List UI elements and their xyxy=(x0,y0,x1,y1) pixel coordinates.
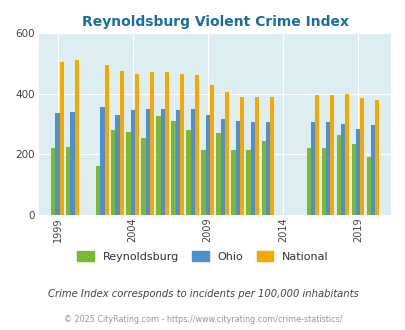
Bar xyxy=(269,97,273,215)
Bar xyxy=(179,74,183,215)
Bar xyxy=(156,116,160,215)
Bar xyxy=(340,124,344,215)
Bar xyxy=(186,130,190,215)
Bar xyxy=(250,122,254,215)
Bar xyxy=(194,76,198,215)
Bar xyxy=(261,141,265,215)
Bar xyxy=(51,148,55,215)
Bar xyxy=(134,74,139,215)
Bar xyxy=(201,150,205,215)
Bar xyxy=(351,144,355,215)
Bar xyxy=(175,110,179,215)
Bar xyxy=(60,62,64,215)
Title: Reynoldsburg Violent Crime Index: Reynoldsburg Violent Crime Index xyxy=(81,15,348,29)
Bar xyxy=(370,125,374,215)
Bar xyxy=(374,100,378,215)
Legend: Reynoldsburg, Ohio, National: Reynoldsburg, Ohio, National xyxy=(72,247,333,267)
Bar xyxy=(265,122,269,215)
Bar xyxy=(366,157,370,215)
Bar xyxy=(231,150,235,215)
Bar xyxy=(115,115,119,215)
Bar xyxy=(160,109,164,215)
Bar xyxy=(216,133,220,215)
Bar xyxy=(246,150,250,215)
Bar xyxy=(149,72,153,215)
Bar xyxy=(70,112,75,215)
Bar xyxy=(130,110,134,215)
Bar xyxy=(75,60,79,215)
Bar xyxy=(126,132,130,215)
Bar xyxy=(306,148,310,215)
Bar xyxy=(359,98,363,215)
Text: © 2025 CityRating.com - https://www.cityrating.com/crime-statistics/: © 2025 CityRating.com - https://www.city… xyxy=(64,315,341,324)
Bar xyxy=(164,72,168,215)
Bar xyxy=(190,109,194,215)
Bar xyxy=(119,71,124,215)
Bar xyxy=(100,107,104,215)
Bar xyxy=(145,109,149,215)
Bar xyxy=(66,147,70,215)
Bar xyxy=(321,148,325,215)
Bar xyxy=(171,121,175,215)
Bar xyxy=(55,113,60,215)
Bar xyxy=(205,115,209,215)
Bar xyxy=(239,97,243,215)
Bar xyxy=(355,128,359,215)
Text: Crime Index corresponds to incidents per 100,000 inhabitants: Crime Index corresponds to incidents per… xyxy=(47,289,358,299)
Bar xyxy=(111,130,115,215)
Bar xyxy=(344,94,348,215)
Bar xyxy=(104,65,109,215)
Bar xyxy=(254,97,258,215)
Bar xyxy=(141,138,145,215)
Bar xyxy=(235,121,239,215)
Bar xyxy=(209,84,213,215)
Bar xyxy=(310,122,314,215)
Bar xyxy=(224,92,228,215)
Bar xyxy=(220,119,224,215)
Bar xyxy=(314,94,318,215)
Bar xyxy=(325,122,329,215)
Bar xyxy=(96,166,100,215)
Bar xyxy=(336,135,340,215)
Bar xyxy=(329,94,333,215)
